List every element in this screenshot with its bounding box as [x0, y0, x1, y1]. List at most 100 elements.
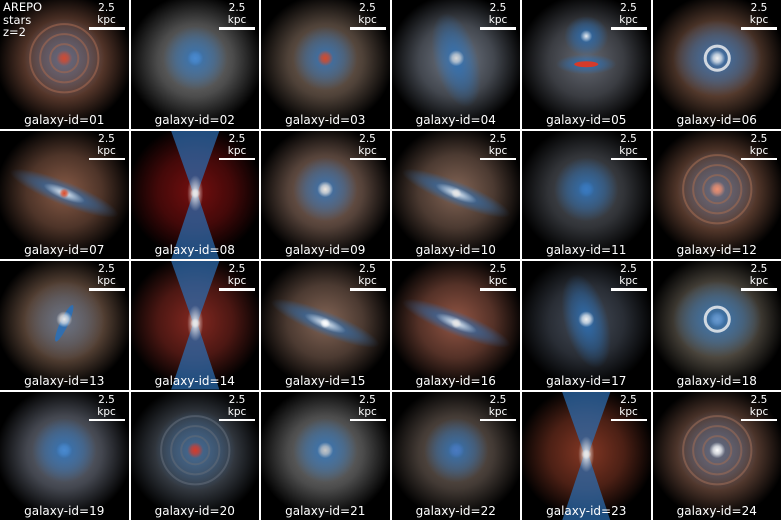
galaxy-panel-11: 2.5 kpc galaxy-id=11: [522, 130, 651, 259]
galaxy-panel-5: 2.5 kpc galaxy-id=05: [522, 0, 651, 129]
scale-bar-label: 2.5 kpc: [488, 2, 508, 26]
galaxy-id-label: galaxy-id=07: [24, 243, 105, 257]
scale-bar-label: 2.5 kpc: [488, 393, 508, 418]
galaxy-image: [522, 261, 651, 388]
scale-bar-line: [741, 27, 777, 30]
core: [578, 180, 595, 197]
core: [578, 311, 595, 328]
ring: [703, 44, 731, 72]
core: [581, 448, 592, 459]
scale-bar-label: 2.5 kpc: [488, 263, 508, 287]
spiral-arm: [681, 414, 752, 485]
core: [317, 50, 334, 67]
scale-bar: 2.5 kpc: [349, 263, 386, 291]
scale-bar: 2.5 kpc: [741, 2, 777, 30]
spiral-arm: [39, 33, 90, 84]
galaxy-id-label: galaxy-id=14: [154, 373, 235, 388]
scale-bar-line: [219, 288, 255, 291]
galaxy-image: [391, 391, 520, 518]
scale-bar-line: [480, 157, 516, 160]
core: [320, 318, 331, 329]
galaxy-panel-7: 2.5 kpc galaxy-id=07: [0, 130, 129, 259]
galaxy-image: [652, 391, 781, 518]
scale-bar-label: 2.5 kpc: [749, 2, 769, 26]
scale-bar: 2.5 kpc: [741, 393, 777, 421]
galaxy-panel-13: 2.5 kpc galaxy-id=13: [0, 261, 129, 390]
scale-bar-line: [88, 157, 125, 160]
galaxy-panel-6: 2.5 kpc galaxy-id=06: [652, 0, 781, 129]
core: [189, 318, 200, 329]
galaxy-panel-21: 2.5 kpc galaxy-id=21: [261, 391, 390, 520]
scale-bar-label: 2.5 kpc: [227, 2, 247, 26]
galaxy-panel-1: 2.5 kpc galaxy-id=01 AREPO stars z=2: [0, 0, 129, 129]
galaxy-panel-17: 2.5 kpc galaxy-id=17: [522, 261, 651, 390]
galaxy-panel-14: 2.5 kpc galaxy-id=14: [130, 261, 259, 390]
core: [56, 311, 73, 328]
spiral-arm: [691, 163, 742, 214]
scale-bar-label: 2.5 kpc: [97, 2, 116, 26]
galaxy-image: [522, 130, 651, 257]
galaxy-image: [522, 391, 651, 520]
scale-bar-line: [88, 288, 125, 291]
simulation-info: AREPO stars z=2: [3, 1, 42, 39]
scale-bar-label: 2.5 kpc: [619, 2, 638, 26]
core: [56, 441, 73, 458]
scale-bar-label: 2.5 kpc: [749, 393, 769, 418]
scale-bar-line: [610, 418, 647, 421]
core: [574, 61, 599, 68]
scale-bar: 2.5 kpc: [610, 263, 647, 291]
galaxy-id-label: galaxy-id=05: [546, 112, 627, 127]
galaxy-panel-12: 2.5 kpc galaxy-id=12: [652, 130, 781, 259]
galaxy-panel-23: 2.5 kpc galaxy-id=23: [522, 391, 651, 520]
core: [580, 30, 593, 43]
scale-bar: 2.5 kpc: [219, 133, 255, 160]
scale-bar-label: 2.5 kpc: [97, 393, 116, 418]
core: [189, 187, 200, 198]
scale-bar: 2.5 kpc: [480, 2, 516, 30]
galaxy-panel-24: 2.5 kpc galaxy-id=24: [652, 391, 781, 520]
scale-bar-line: [349, 288, 386, 291]
scale-bar-label: 2.5 kpc: [97, 132, 116, 157]
core: [450, 187, 461, 198]
galaxy-id-label: galaxy-id=03: [285, 112, 366, 127]
scale-bar: 2.5 kpc: [219, 2, 255, 30]
scale-bar: 2.5 kpc: [88, 132, 125, 160]
scale-bar-line: [349, 157, 386, 160]
scale-bar-line: [741, 157, 777, 160]
galaxy-panel-16: 2.5 kpc galaxy-id=16: [391, 261, 520, 390]
scale-bar-label: 2.5 kpc: [358, 2, 377, 26]
core: [317, 441, 334, 458]
galaxy-image: [391, 130, 520, 257]
scale-bar-label: 2.5 kpc: [227, 393, 247, 418]
scale-bar: 2.5 kpc: [610, 132, 647, 160]
core: [186, 441, 203, 458]
galaxy-id-label: galaxy-id=12: [676, 243, 757, 257]
scale-bar: 2.5 kpc: [480, 133, 516, 160]
galaxy-id-label: galaxy-id=16: [415, 373, 496, 388]
galaxy-image: [0, 261, 129, 388]
scale-bar-line: [480, 288, 516, 291]
scale-bar-label: 2.5 kpc: [619, 263, 638, 287]
galaxy-id-label: galaxy-id=08: [154, 243, 235, 257]
scale-bar: 2.5 kpc: [741, 263, 777, 291]
galaxy-image: [652, 261, 781, 388]
galaxy-id-label: galaxy-id=22: [415, 504, 496, 518]
galaxy-panel-2: 2.5 kpc galaxy-id=02: [130, 0, 259, 129]
galaxy-id-label: galaxy-id=10: [415, 243, 496, 257]
scale-bar-line: [610, 288, 647, 291]
galaxy-image: [261, 391, 390, 518]
galaxy-panel-4: 2.5 kpc galaxy-id=04: [391, 0, 520, 129]
ring: [703, 305, 731, 333]
scale-bar-line: [610, 27, 647, 30]
galaxy-image: [261, 130, 390, 257]
galaxy-panel-3: 2.5 kpc galaxy-id=03: [261, 0, 390, 129]
scale-bar-label: 2.5 kpc: [619, 132, 638, 157]
spiral-arm: [179, 434, 210, 465]
scale-bar-line: [741, 288, 777, 291]
galaxy-id-label: galaxy-id=18: [676, 373, 757, 388]
galaxy-image: [522, 0, 651, 127]
simulation-info-line3: z=2: [3, 25, 26, 39]
core: [708, 441, 725, 458]
galaxy-image: [130, 0, 259, 127]
